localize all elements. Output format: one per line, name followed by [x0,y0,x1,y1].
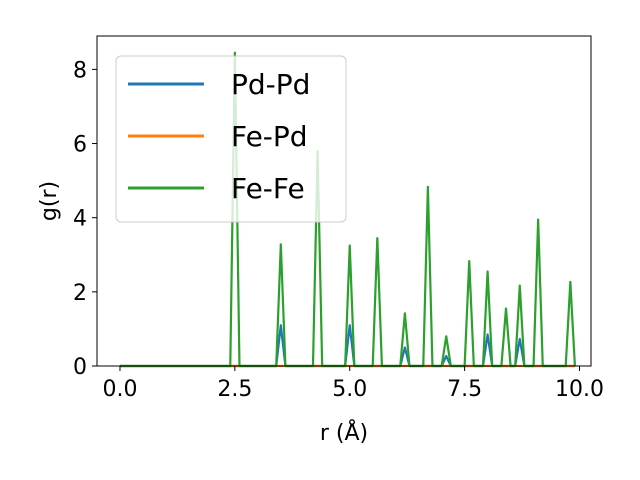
y-tick-label: 0 [73,355,87,380]
y-axis: 0 2 4 6 8 [73,58,97,380]
legend-label-pd-pd: Pd-Pd [231,68,310,101]
y-tick-label: 2 [73,281,87,306]
legend-label-fe-fe: Fe-Fe [231,172,305,205]
x-axis-label: r (Å) [320,419,368,446]
y-tick-label: 6 [73,133,87,158]
x-axis: 0.0 2.5 5.0 7.5 10.0 [102,366,604,402]
x-tick-label: 0.0 [102,377,137,402]
x-tick-label: 5.0 [332,377,367,402]
x-tick-label: 2.5 [217,377,252,402]
legend-box [115,55,347,223]
legend: Pd-Pd Fe-Pd Fe-Fe [115,55,347,223]
legend-label-fe-pd: Fe-Pd [231,120,308,153]
x-tick-label: 7.5 [447,377,482,402]
x-tick-label: 10.0 [555,377,604,402]
y-tick-label: 4 [73,207,87,232]
plot-frame [96,35,592,367]
y-axis-label: g(r) [37,181,62,221]
y-tick-label: 8 [73,58,87,83]
